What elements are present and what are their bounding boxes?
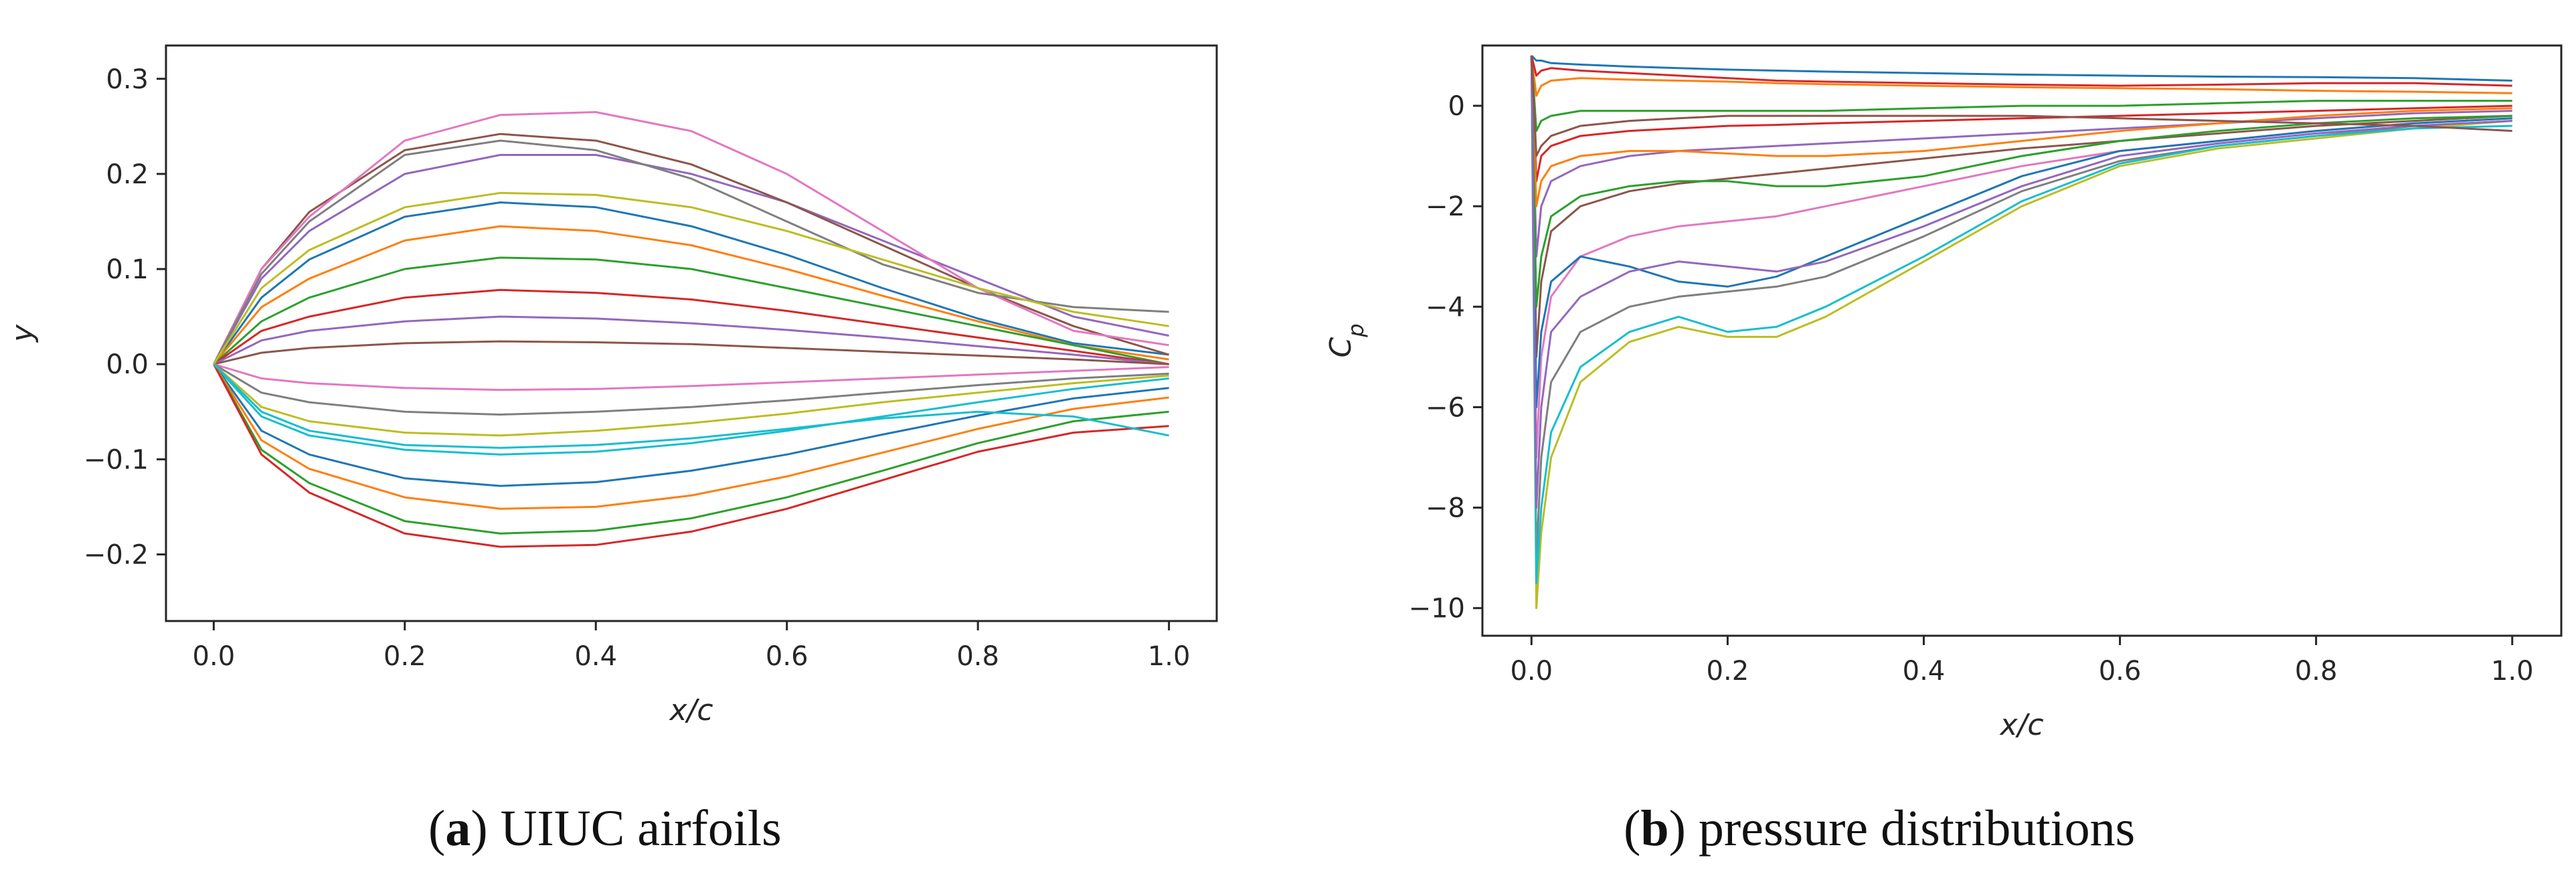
- x-tick-label: 1.0: [1148, 641, 1191, 672]
- series-line-cp-13: [1530, 55, 2512, 308]
- y-tick-label: −0.2: [84, 539, 149, 570]
- series-line-cp-4: [1530, 55, 2512, 183]
- series-line-airfoil-10: [213, 363, 1169, 456]
- chart-panel-airfoils: 0.0 0.2 0.4 0.6 0.8 1.0 −0.2 −0.1 0.0 0.1 0.2 0.3 x/…: [5, 44, 1218, 727]
- series-line-airfoil-12: [213, 363, 1169, 510]
- series-line-cp-1: [1531, 54, 2512, 82]
- series-line-airfoil-18: [213, 139, 1169, 365]
- series-line-cp-8: [1530, 55, 2512, 559]
- series-line-airfoil-4: [213, 288, 1169, 365]
- x-tick-label: 0.2: [383, 641, 426, 672]
- x-tick-label: 0.6: [766, 641, 808, 672]
- series-group: [1530, 54, 2512, 610]
- y-axis-label: y: [5, 324, 39, 343]
- series-line-airfoil-16: [213, 133, 1170, 365]
- y-tick-label: 0.3: [106, 64, 149, 95]
- y-tick-label: −0.1: [84, 444, 149, 475]
- series-line-airfoil-5: [213, 315, 1169, 365]
- series-group: [213, 111, 1170, 548]
- series-line-cp-11: [1530, 55, 2512, 408]
- x-tick-label: 0.6: [2099, 656, 2142, 687]
- y-tick-label: 0.2: [106, 159, 149, 190]
- series-line-cp-16: [1530, 55, 2512, 157]
- y-tick-label: −2: [1426, 191, 1465, 222]
- series-line-airfoil-20: [213, 363, 1169, 449]
- series-line-airfoil-6: [213, 340, 1169, 365]
- series-line-airfoil-9: [213, 363, 1169, 437]
- y-tick-label: −4: [1426, 292, 1465, 323]
- series-line-cp-9: [1530, 55, 2512, 610]
- x-tick-label: 0.4: [1903, 656, 1946, 687]
- x-axis-label: x/c: [668, 693, 713, 727]
- series-line-airfoil-19: [213, 191, 1169, 365]
- y-tick-label: −8: [1426, 493, 1465, 524]
- chart-panel-pressure: 0.0 0.2 0.4 0.6 0.8 1.0 −10 −8 −6 −4 −2 0 x/c Cp: [1324, 44, 2563, 742]
- series-line-airfoil-2: [213, 225, 1169, 365]
- axes-frame: [165, 44, 1218, 622]
- series-line-cp-15: [1530, 55, 2512, 509]
- series-line-cp-3: [1530, 55, 2512, 133]
- series-line-airfoil-1: [213, 201, 1169, 365]
- series-line-airfoil-14: [213, 363, 1169, 548]
- y-tick-label: −6: [1426, 392, 1465, 423]
- x-tick-label: 0.8: [956, 641, 999, 672]
- x-axis-label: x/c: [1998, 708, 2043, 742]
- series-line-cp-14: [1530, 55, 2512, 87]
- caption-airfoils: (a) UIUC airfoils: [428, 800, 782, 857]
- series-line-airfoil-7: [213, 363, 1169, 391]
- series-line-airfoil-8: [213, 363, 1169, 416]
- series-line-airfoil-3: [213, 256, 1169, 365]
- y-tick-label: 0.0: [106, 349, 149, 380]
- y-axis-label: Cp: [1324, 323, 1369, 357]
- caption-pressure: (b) pressure distributions: [1624, 800, 2136, 857]
- x-tick-label: 0.0: [193, 641, 236, 672]
- x-tick-label: 0.4: [574, 641, 617, 672]
- axes-frame: [1481, 44, 2563, 637]
- x-tick-label: 0.8: [2295, 656, 2338, 687]
- y-tick-label: 0: [1448, 91, 1465, 122]
- x-tick-label: 1.0: [2491, 656, 2534, 687]
- x-tick-label: 0.0: [1510, 656, 1553, 687]
- x-tick-label: 0.2: [1707, 656, 1749, 687]
- series-line-cp-10: [1530, 55, 2512, 584]
- y-tick-label: 0.1: [106, 254, 149, 285]
- series-line-cp-2: [1530, 55, 2512, 97]
- series-line-airfoil-13: [213, 363, 1169, 535]
- series-line-cp-6: [1530, 55, 2512, 358]
- y-tick-label: −10: [1409, 594, 1465, 624]
